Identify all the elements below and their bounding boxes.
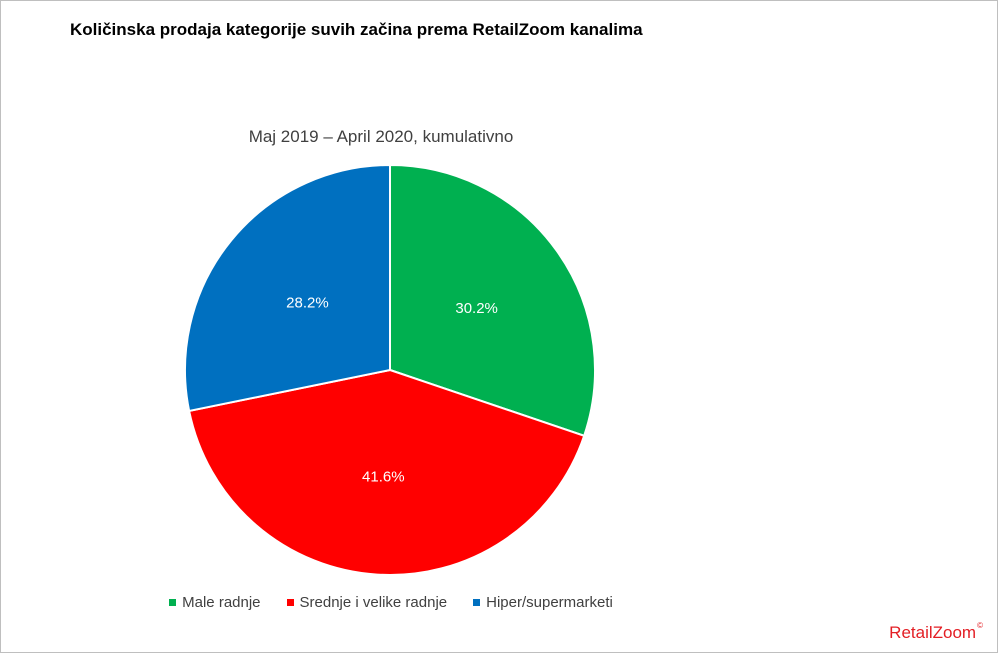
legend-label-male-radnje: Male radnje xyxy=(182,594,261,611)
data-label-hiper-supermarketi: 28.2% xyxy=(286,295,329,312)
legend-item-male-radnje: Male radnje xyxy=(169,594,261,611)
brand-copyright-mark: © xyxy=(977,621,983,630)
legend-swatch-male-radnje xyxy=(169,599,177,606)
legend-label-hiper-supermarketi: Hiper/supermarketi xyxy=(486,594,613,611)
retailzoom-logo: RetailZoom© xyxy=(889,621,983,643)
legend-swatch-hiper-supermarketi xyxy=(473,599,481,606)
pie-slice-hiper-supermarketi xyxy=(184,163,391,413)
chart-title: Količinska prodaja kategorije suvih zači… xyxy=(70,20,643,39)
legend-swatch-srednje-i-velike-radnje xyxy=(286,599,294,606)
chart-legend: Male radnje Srednje i velike radnje Hipe… xyxy=(1,594,781,611)
legend-item-hiper-supermarketi: Hiper/supermarketi xyxy=(473,594,613,611)
legend-item-srednje-i-velike-radnje: Srednje i velike radnje xyxy=(286,594,448,611)
pie-slice-male-radnje xyxy=(389,163,596,438)
data-label-male-radnje: 30.2% xyxy=(455,300,498,317)
legend-label-srednje-i-velike-radnje: Srednje i velike radnje xyxy=(299,594,448,611)
chart-subtitle: Maj 2019 – April 2020, kumulativno xyxy=(248,127,514,146)
pie-slice-srednje-i-velike-radnje xyxy=(187,368,586,576)
data-label-srednje-i-velike-radnje: 41.6% xyxy=(362,468,405,485)
brand-name: RetailZoom xyxy=(889,623,977,642)
